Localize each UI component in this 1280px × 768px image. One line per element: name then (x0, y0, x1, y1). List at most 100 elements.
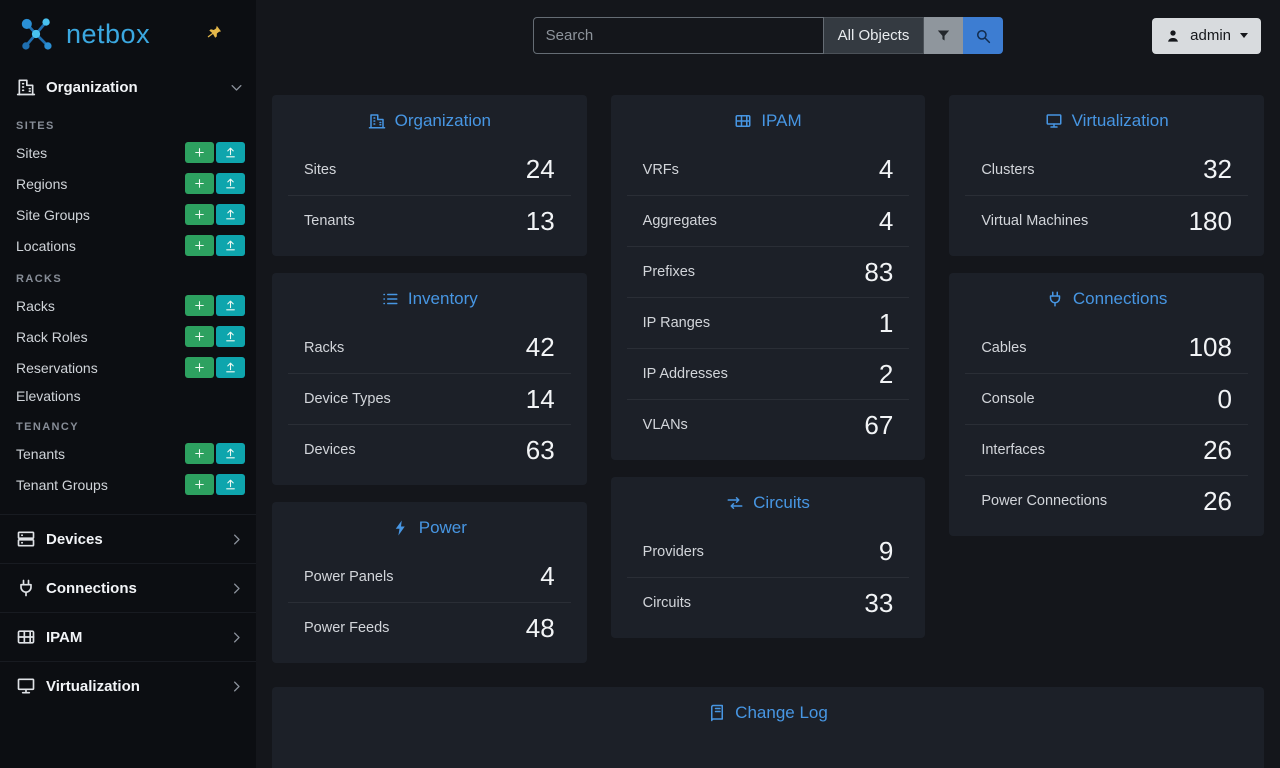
stat-value[interactable]: 1 (878, 307, 894, 338)
group-header-racks: RACKS (16, 273, 63, 285)
sidebar-section-connections[interactable]: Connections (0, 563, 256, 612)
add-button[interactable] (185, 204, 214, 225)
inventory-icon (381, 290, 399, 308)
sidebar-item-regions[interactable]: Regions (0, 168, 256, 199)
add-button[interactable] (185, 326, 214, 347)
sidebar-section-devices[interactable]: Devices (0, 514, 256, 563)
stat-label[interactable]: Power Feeds (304, 620, 390, 636)
import-button[interactable] (216, 295, 245, 316)
add-button[interactable] (185, 235, 214, 256)
import-button[interactable] (216, 326, 245, 347)
sidebar-section-virtualization[interactable]: Virtualization (0, 661, 256, 710)
sidebar-item-tenants[interactable]: Tenants (0, 438, 256, 469)
stat-value[interactable]: 2 (878, 358, 894, 389)
sidebar-item-sites[interactable]: Sites (0, 137, 256, 168)
stat-row-ip-ranges: IP Ranges 1 (626, 297, 910, 348)
add-button[interactable] (185, 443, 214, 464)
stat-value[interactable]: 83 (864, 256, 894, 287)
search-submit-button[interactable] (963, 17, 1004, 54)
pin-sidebar-icon[interactable] (204, 23, 224, 45)
stat-label[interactable]: Aggregates (642, 213, 717, 229)
add-button[interactable] (185, 295, 214, 316)
stat-value[interactable]: 108 (1188, 332, 1232, 362)
funnel-icon (935, 27, 952, 44)
ipam-card: IPAM VRFs 4 Aggregates 4 Prefixes 83 IP … (610, 95, 926, 460)
stat-label[interactable]: VRFs (642, 161, 679, 178)
import-button[interactable] (216, 443, 245, 464)
add-button[interactable] (185, 357, 214, 378)
netbox-logo-icon[interactable] (14, 12, 58, 56)
stat-label[interactable]: Power Panels (304, 568, 394, 585)
connections-icon (1046, 290, 1064, 308)
stat-label[interactable]: IP Addresses (642, 366, 728, 382)
filter-button[interactable] (924, 17, 964, 54)
stat-value[interactable]: 4 (878, 154, 894, 184)
sidebar-item-site-groups[interactable]: Site Groups (0, 199, 256, 230)
stat-label[interactable]: Console (981, 391, 1035, 407)
search-input[interactable] (532, 17, 824, 54)
stat-label[interactable]: Tenants (304, 213, 355, 229)
stat-label[interactable]: Racks (304, 339, 345, 356)
sidebar-section-organization[interactable]: Organization (0, 66, 256, 108)
stat-value[interactable]: 48 (525, 612, 555, 643)
import-button[interactable] (216, 142, 245, 163)
stat-label[interactable]: Power Connections (981, 493, 1108, 509)
stat-value[interactable]: 9 (878, 536, 894, 566)
stat-value[interactable]: 42 (525, 332, 555, 362)
search-scope-button[interactable]: All Objects (823, 17, 925, 54)
stat-label[interactable]: Virtual Machines (981, 213, 1089, 229)
import-button[interactable] (216, 474, 245, 495)
stat-value[interactable]: 32 (1203, 154, 1232, 184)
sidebar-item-tenant-groups[interactable]: Tenant Groups (0, 469, 256, 500)
stat-label[interactable]: Prefixes (642, 264, 696, 280)
stat-value[interactable]: 67 (864, 409, 894, 440)
import-button[interactable] (216, 357, 245, 378)
sidebar-item-racks[interactable]: Racks (0, 290, 256, 321)
dashboard-column-3: Virtualization Clusters 32 Virtual Machi… (949, 95, 1264, 536)
stat-row-power-feeds: Power Feeds 48 (288, 602, 571, 653)
user-menu-button[interactable]: admin (1152, 17, 1262, 54)
ipam-icon (734, 112, 752, 130)
stat-label[interactable]: Providers (642, 543, 704, 560)
sidebar-item-rack-roles[interactable]: Rack Roles (0, 321, 256, 352)
stat-label[interactable]: Circuits (642, 595, 691, 611)
card-title: Virtualization (949, 95, 1264, 144)
stat-label[interactable]: Sites (304, 161, 337, 178)
add-button[interactable] (185, 474, 214, 495)
stat-label[interactable]: Cables (981, 339, 1027, 356)
stat-value[interactable]: 180 (1188, 205, 1232, 236)
sidebar-item-elevations[interactable]: Elevations (16, 388, 81, 404)
stat-value[interactable]: 26 (1203, 434, 1232, 465)
import-button[interactable] (216, 173, 245, 194)
chevron-right-icon (229, 532, 244, 547)
stat-value[interactable]: 24 (525, 154, 555, 184)
stat-value[interactable]: 4 (878, 205, 894, 236)
logo-text[interactable]: netbox (66, 18, 151, 49)
import-button[interactable] (216, 204, 245, 225)
organization-icon (16, 77, 36, 97)
stat-value[interactable]: 4 (540, 561, 555, 591)
stat-value[interactable]: 0 (1217, 383, 1232, 414)
stat-value[interactable]: 33 (864, 587, 894, 618)
sidebar-item-reservations[interactable]: Reservations (0, 352, 256, 383)
stat-label[interactable]: VLANs (642, 417, 688, 433)
sidebar-nav: Organization SITES Sites Regions Site Gr… (0, 66, 256, 710)
stat-label[interactable]: IP Ranges (642, 315, 711, 331)
stat-row-sites: Sites 24 (288, 144, 571, 195)
add-button[interactable] (185, 142, 214, 163)
import-button[interactable] (216, 235, 245, 256)
sidebar-item-locations[interactable]: Locations (0, 230, 256, 261)
stat-label[interactable]: Device Types (304, 391, 391, 407)
devices-icon (16, 529, 36, 549)
stat-label[interactable]: Devices (304, 442, 356, 458)
sidebar-section-ipam[interactable]: IPAM (0, 612, 256, 661)
stat-value[interactable]: 26 (1203, 485, 1232, 516)
add-button[interactable] (185, 173, 214, 194)
stat-value[interactable]: 13 (525, 205, 555, 236)
stat-label[interactable]: Interfaces (981, 442, 1045, 458)
dashboard-column-2: IPAM VRFs 4 Aggregates 4 Prefixes 83 IP … (610, 95, 926, 638)
stat-value[interactable]: 63 (525, 434, 555, 465)
stat-value[interactable]: 14 (525, 383, 555, 414)
stat-label[interactable]: Clusters (981, 161, 1035, 178)
organization-card: Organization Sites 24 Tenants 13 (272, 95, 587, 256)
